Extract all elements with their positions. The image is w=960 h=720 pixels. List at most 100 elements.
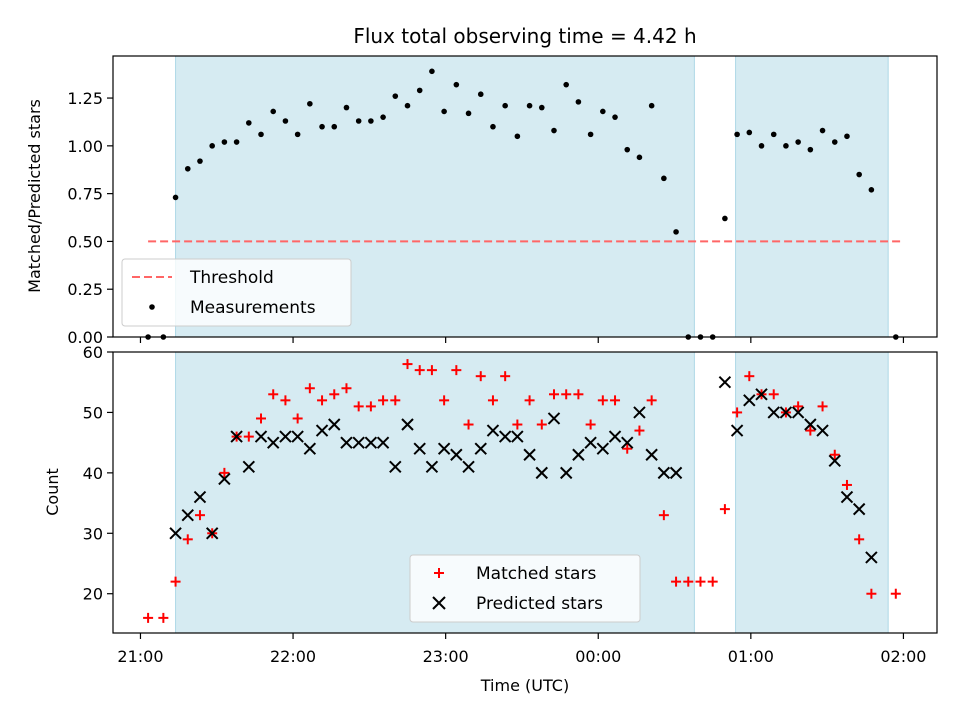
predicted-point <box>828 454 841 467</box>
predicted-point <box>328 418 341 431</box>
measurement-point <box>868 187 875 193</box>
measurement-point <box>709 334 716 340</box>
predicted-point <box>218 472 231 486</box>
predicted-point <box>376 436 390 449</box>
predicted-point <box>340 436 353 449</box>
matched-point <box>805 425 816 436</box>
predicted-point <box>352 436 365 449</box>
matched-point <box>439 395 450 406</box>
matched-point <box>768 389 779 400</box>
measurement-point <box>416 87 423 94</box>
measurement-point <box>795 139 801 145</box>
series-matched-stars <box>143 359 901 623</box>
matched-point <box>744 371 755 382</box>
matched-point <box>475 371 486 382</box>
x-tick-label: 21:00 <box>117 647 163 666</box>
predicted-point <box>767 406 780 419</box>
predicted-point <box>547 412 561 425</box>
matched-point <box>829 449 840 460</box>
measurement-point <box>746 129 753 136</box>
measurement-point <box>404 102 411 109</box>
y-tick-label: 0.75 <box>67 185 103 204</box>
chart-title: Flux total observing time = 4.42 h <box>353 24 696 48</box>
matched-point <box>414 365 425 376</box>
predicted-point <box>596 442 610 455</box>
predicted-point <box>254 430 268 443</box>
matched-point <box>317 395 328 406</box>
predicted-point <box>645 448 658 461</box>
measurement-point <box>624 146 631 153</box>
predicted-point <box>437 442 451 455</box>
predicted-point <box>242 460 256 474</box>
predicted-point <box>743 394 756 407</box>
predicted-point <box>181 508 194 522</box>
predicted-point <box>413 442 426 455</box>
measurement-point <box>246 120 252 126</box>
measurement-point <box>502 102 508 109</box>
matched-point <box>194 510 205 521</box>
predicted-point <box>523 448 536 461</box>
x-tick-label: 01:00 <box>728 647 774 666</box>
matched-point <box>170 576 181 587</box>
measurement-point <box>697 334 704 340</box>
matched-point <box>622 443 633 454</box>
measurement-point <box>758 143 765 149</box>
predicted-point <box>474 442 487 455</box>
predicted-point <box>267 436 280 449</box>
measurement-point <box>294 131 301 138</box>
matched-point <box>280 395 291 406</box>
predicted-point <box>205 527 219 540</box>
series-predicted-stars <box>169 376 878 564</box>
predicted-point <box>791 406 805 419</box>
matched-point <box>329 389 340 400</box>
matched-point <box>732 407 743 418</box>
predicted-point <box>462 460 475 474</box>
legend-predicted-label: Predicted stars <box>476 594 603 614</box>
measurement-point <box>526 102 533 109</box>
predicted-point <box>303 442 317 455</box>
y-tick-label: 30 <box>83 524 103 543</box>
matched-point <box>610 395 621 406</box>
matched-point <box>500 371 511 382</box>
predicted-point <box>621 436 634 449</box>
matched-point <box>158 612 169 623</box>
matched-point <box>683 576 694 587</box>
matched-point <box>890 588 901 599</box>
legend-matched-label: Matched stars <box>476 564 596 584</box>
measurement-point <box>661 175 667 182</box>
predicted-point <box>230 430 243 443</box>
measurement-point <box>209 143 215 149</box>
measurement-point <box>587 131 594 138</box>
x-tick-label: 00:00 <box>575 647 621 666</box>
matched-point <box>402 359 413 370</box>
measurement-point <box>368 118 374 124</box>
predicted-point <box>730 424 744 437</box>
matched-point <box>304 383 315 394</box>
measurement-point <box>770 131 777 138</box>
y-tick-label: 0.00 <box>67 328 103 347</box>
matched-point <box>390 395 401 406</box>
measurement-point <box>893 334 899 340</box>
measurement-point <box>221 139 228 145</box>
count-legend: Matched stars Predicted stars <box>409 554 641 623</box>
measurement-point <box>831 139 838 145</box>
legend-matched-swatch <box>434 568 444 578</box>
measurement-point <box>355 118 362 124</box>
measurement-point <box>145 334 151 340</box>
matched-point <box>219 467 230 478</box>
predicted-point <box>608 430 622 443</box>
measurement-point <box>282 118 289 124</box>
matched-point <box>378 395 389 406</box>
matched-point <box>585 419 596 430</box>
matched-point <box>182 534 193 545</box>
measurement-point <box>197 158 203 164</box>
matched-point <box>695 576 706 587</box>
matched-point <box>512 419 523 430</box>
measurement-point <box>380 114 386 120</box>
matched-point <box>854 534 865 545</box>
predicted-point <box>865 551 878 564</box>
matched-point <box>561 389 572 400</box>
y-tick-label: 60 <box>83 343 103 362</box>
measurement-point <box>184 165 191 172</box>
matched-point <box>573 389 584 400</box>
